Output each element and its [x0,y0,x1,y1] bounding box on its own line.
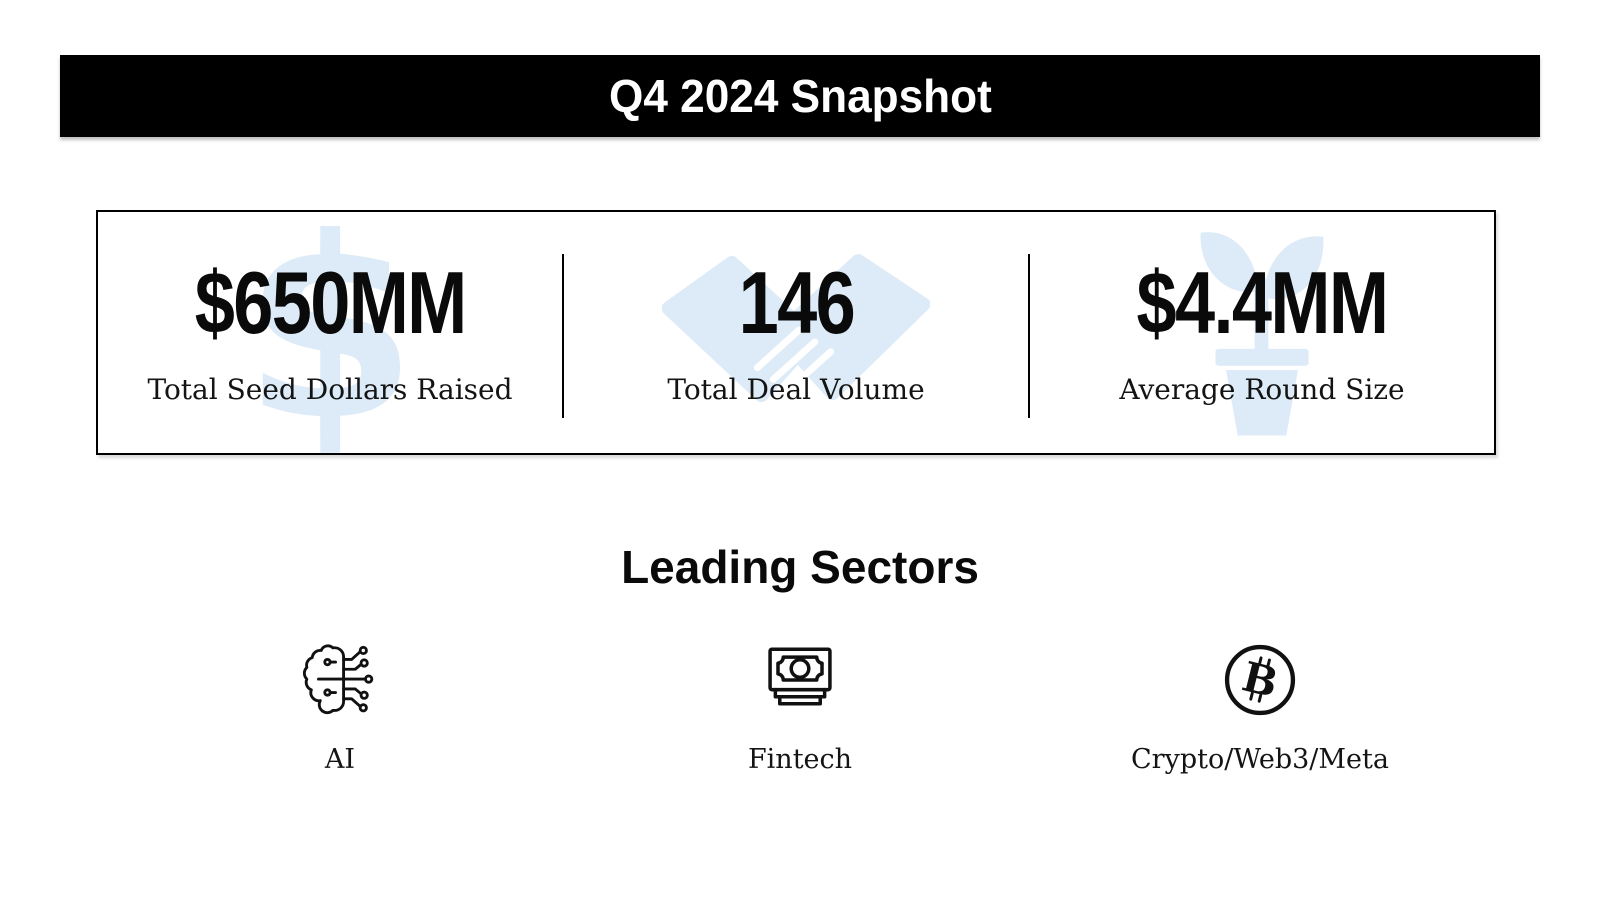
stat-label: Total Seed Dollars Raised [147,372,513,406]
stat-label: Average Round Size [1119,372,1405,406]
stat-divider [562,254,564,418]
stat-total-deal-volume: 146 Total Deal Volume [564,212,1028,453]
header-bar: Q4 2024 Snapshot [60,55,1540,137]
stat-average-round-size: $4.4MM Average Round Size [1030,212,1494,453]
sectors-row: AI Fintech [110,632,1490,775]
sectors-section-title: Leading Sectors [621,541,979,593]
ai-brain-circuit-icon [297,632,383,728]
stats-summary-box: $ $650MM Total Seed Dollars Raised 146 T… [96,205,1496,455]
sector-label: AI [324,744,356,775]
stat-value: $4.4MM [1136,252,1389,352]
sector-ai: AI [110,632,570,775]
cash-stack-icon [756,632,844,728]
bitcoin-icon: B [1221,632,1299,728]
stat-label: Total Deal Volume [667,372,925,406]
sector-crypto: B Crypto/Web3/Meta [1030,632,1490,775]
sector-label: Fintech [747,744,853,775]
page-title: Q4 2024 Snapshot [608,70,992,122]
stat-divider [1028,254,1030,418]
stat-value: $650MM [194,252,468,352]
sector-fintech: Fintech [570,632,1030,775]
stat-total-seed-dollars: $ $650MM Total Seed Dollars Raised [98,205,562,455]
sector-label: Crypto/Web3/Meta [1131,744,1389,775]
stat-value: 146 [738,252,855,352]
